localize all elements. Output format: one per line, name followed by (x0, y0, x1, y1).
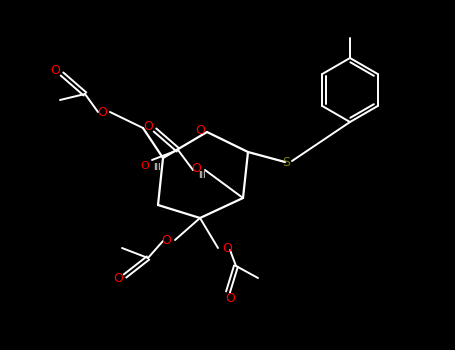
Text: O: O (161, 234, 171, 247)
Text: III: III (153, 163, 161, 173)
Text: O: O (191, 162, 201, 175)
Text: O: O (141, 161, 149, 171)
Text: O: O (225, 292, 235, 304)
Text: O: O (113, 272, 123, 285)
Text: S: S (282, 156, 290, 169)
Text: O: O (97, 106, 107, 119)
Text: III: III (198, 172, 206, 181)
Text: O: O (143, 120, 153, 133)
Text: O: O (50, 64, 60, 77)
Text: O: O (222, 243, 232, 256)
Text: O: O (195, 124, 205, 136)
